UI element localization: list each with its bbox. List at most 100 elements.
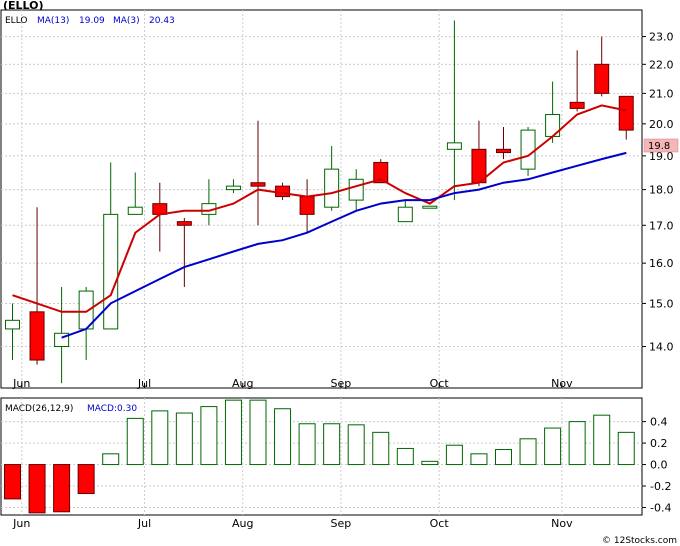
- macd-x-tick-label: Nov: [551, 517, 573, 530]
- candle: [496, 126, 511, 160]
- candle: [446, 20, 462, 201]
- ma3-line: [12, 104, 627, 313]
- candle: [103, 162, 119, 330]
- macd-bar: [495, 449, 512, 466]
- macd-bar: [200, 406, 218, 466]
- macd-bar: [421, 460, 439, 466]
- price-y-tick-label: 23.0: [649, 31, 674, 44]
- candle: [324, 146, 340, 211]
- legend-ma13-label: MA(13): [37, 16, 69, 26]
- price-x-tick-label: Aug: [232, 377, 253, 390]
- candle: [471, 120, 487, 187]
- macd-grid: [1, 398, 642, 515]
- candle-body: [422, 205, 438, 209]
- candle: [29, 207, 45, 365]
- macd-bar: [470, 453, 488, 466]
- candle-body: [348, 178, 364, 201]
- macd-bar: [617, 431, 635, 466]
- macd-legend-value: MACD:0.30: [87, 404, 137, 414]
- macd-bar: [544, 427, 562, 466]
- candle-body: [520, 129, 536, 170]
- macd-bar: [593, 414, 611, 466]
- last-price-badge-bg: [643, 138, 679, 153]
- candle-body: [225, 185, 241, 191]
- macd-bar: [53, 464, 71, 513]
- macd-x-tick-label: Jun: [12, 517, 30, 530]
- macd-bar: [224, 399, 242, 466]
- macd-y-tick-label: 0.0: [650, 459, 668, 472]
- candle: [5, 303, 20, 361]
- price-x-tick-label: Jul: [137, 377, 151, 390]
- macd-bar: [323, 423, 341, 466]
- macd-legend: MACD(26,12,9) MACD:0.30: [5, 404, 137, 414]
- macd-bar: [126, 417, 144, 466]
- macd-bar: [298, 423, 316, 466]
- macd-bar: [4, 464, 21, 500]
- macd-bar: [519, 438, 537, 466]
- price-legend: ELLO MA(13) 19.09 MA(3) 20.43: [5, 16, 175, 26]
- price-y-tick-label: 22.0: [649, 58, 674, 71]
- candle-body: [618, 95, 634, 131]
- macd-bar: [372, 431, 390, 466]
- legend-ticker: ELLO: [5, 16, 27, 26]
- macd-bar: [102, 453, 120, 466]
- price-x-tick-label: Oct: [430, 377, 450, 390]
- macd-y-tick-label: 0.2: [650, 437, 668, 450]
- candle: [225, 179, 241, 194]
- candle: [176, 217, 192, 288]
- macd-x-tick-label: Oct: [430, 517, 450, 530]
- macd-y-tick-label: -0.2: [650, 480, 671, 493]
- macd-y-axis: 0.4 0.2 0.0 -0.2 -0.4: [642, 416, 671, 514]
- macd-y-tick-label: 0.4: [650, 416, 668, 429]
- candle-body: [373, 161, 389, 184]
- candle: [594, 36, 610, 97]
- last-price-badge: 19.8: [643, 138, 679, 153]
- macd-bar: [274, 408, 292, 466]
- macd-bar: [396, 447, 414, 466]
- price-x-tick-label: Nov: [551, 377, 573, 390]
- price-y-tick-label: 20.0: [649, 118, 674, 131]
- candle-body: [324, 168, 340, 208]
- candle: [569, 50, 585, 112]
- price-series: [5, 20, 634, 384]
- macd-x-tick-label: Sep: [331, 517, 352, 530]
- candle-body: [5, 319, 20, 330]
- candle-body: [250, 182, 266, 187]
- ma13-line: [61, 151, 627, 339]
- candle: [299, 179, 315, 233]
- macd-bar: [175, 412, 193, 466]
- last-price-label: 19.8: [648, 141, 670, 152]
- candle-body: [275, 185, 291, 198]
- macd-y-tick-label: -0.4: [650, 501, 671, 514]
- macd-bar: [77, 464, 95, 495]
- macd-series: [4, 399, 635, 514]
- candle: [250, 120, 266, 226]
- candle: [422, 205, 438, 209]
- price-x-tick-label: Sep: [331, 377, 352, 390]
- price-y-tick-label: 15.0: [649, 297, 674, 310]
- macd-bar: [347, 424, 365, 466]
- legend-ma13-value: 19.09: [79, 16, 105, 26]
- candle-body: [496, 148, 511, 154]
- candle: [78, 287, 94, 361]
- macd-bar: [445, 444, 463, 466]
- candle: [127, 172, 143, 215]
- candle-body: [29, 311, 45, 361]
- candle-body: [446, 142, 462, 150]
- macd-x-axis: Jun Jul Aug Sep Oct Nov: [12, 517, 573, 530]
- price-y-tick-label: 17.0: [649, 219, 674, 232]
- price-y-tick-label: 14.0: [649, 341, 674, 354]
- macd-bar: [28, 464, 46, 514]
- candle: [397, 200, 413, 223]
- price-y-axis: 14.0 15.0 16.0 17.0 18.0 19.0 20.0 21.0 22.0 23.0: [642, 31, 674, 354]
- candle-body: [103, 213, 119, 330]
- price-y-tick-label: 18.0: [649, 184, 674, 197]
- price-panel: [0, 9, 643, 389]
- macd-bar: [151, 410, 169, 466]
- copyright: © 12Stocks.com: [602, 536, 677, 546]
- price-y-tick-label: 21.0: [649, 87, 674, 100]
- macd-bar: [249, 399, 267, 466]
- price-x-axis: Jun Jul Aug Sep Oct Nov: [12, 377, 573, 390]
- candle-body: [299, 196, 315, 215]
